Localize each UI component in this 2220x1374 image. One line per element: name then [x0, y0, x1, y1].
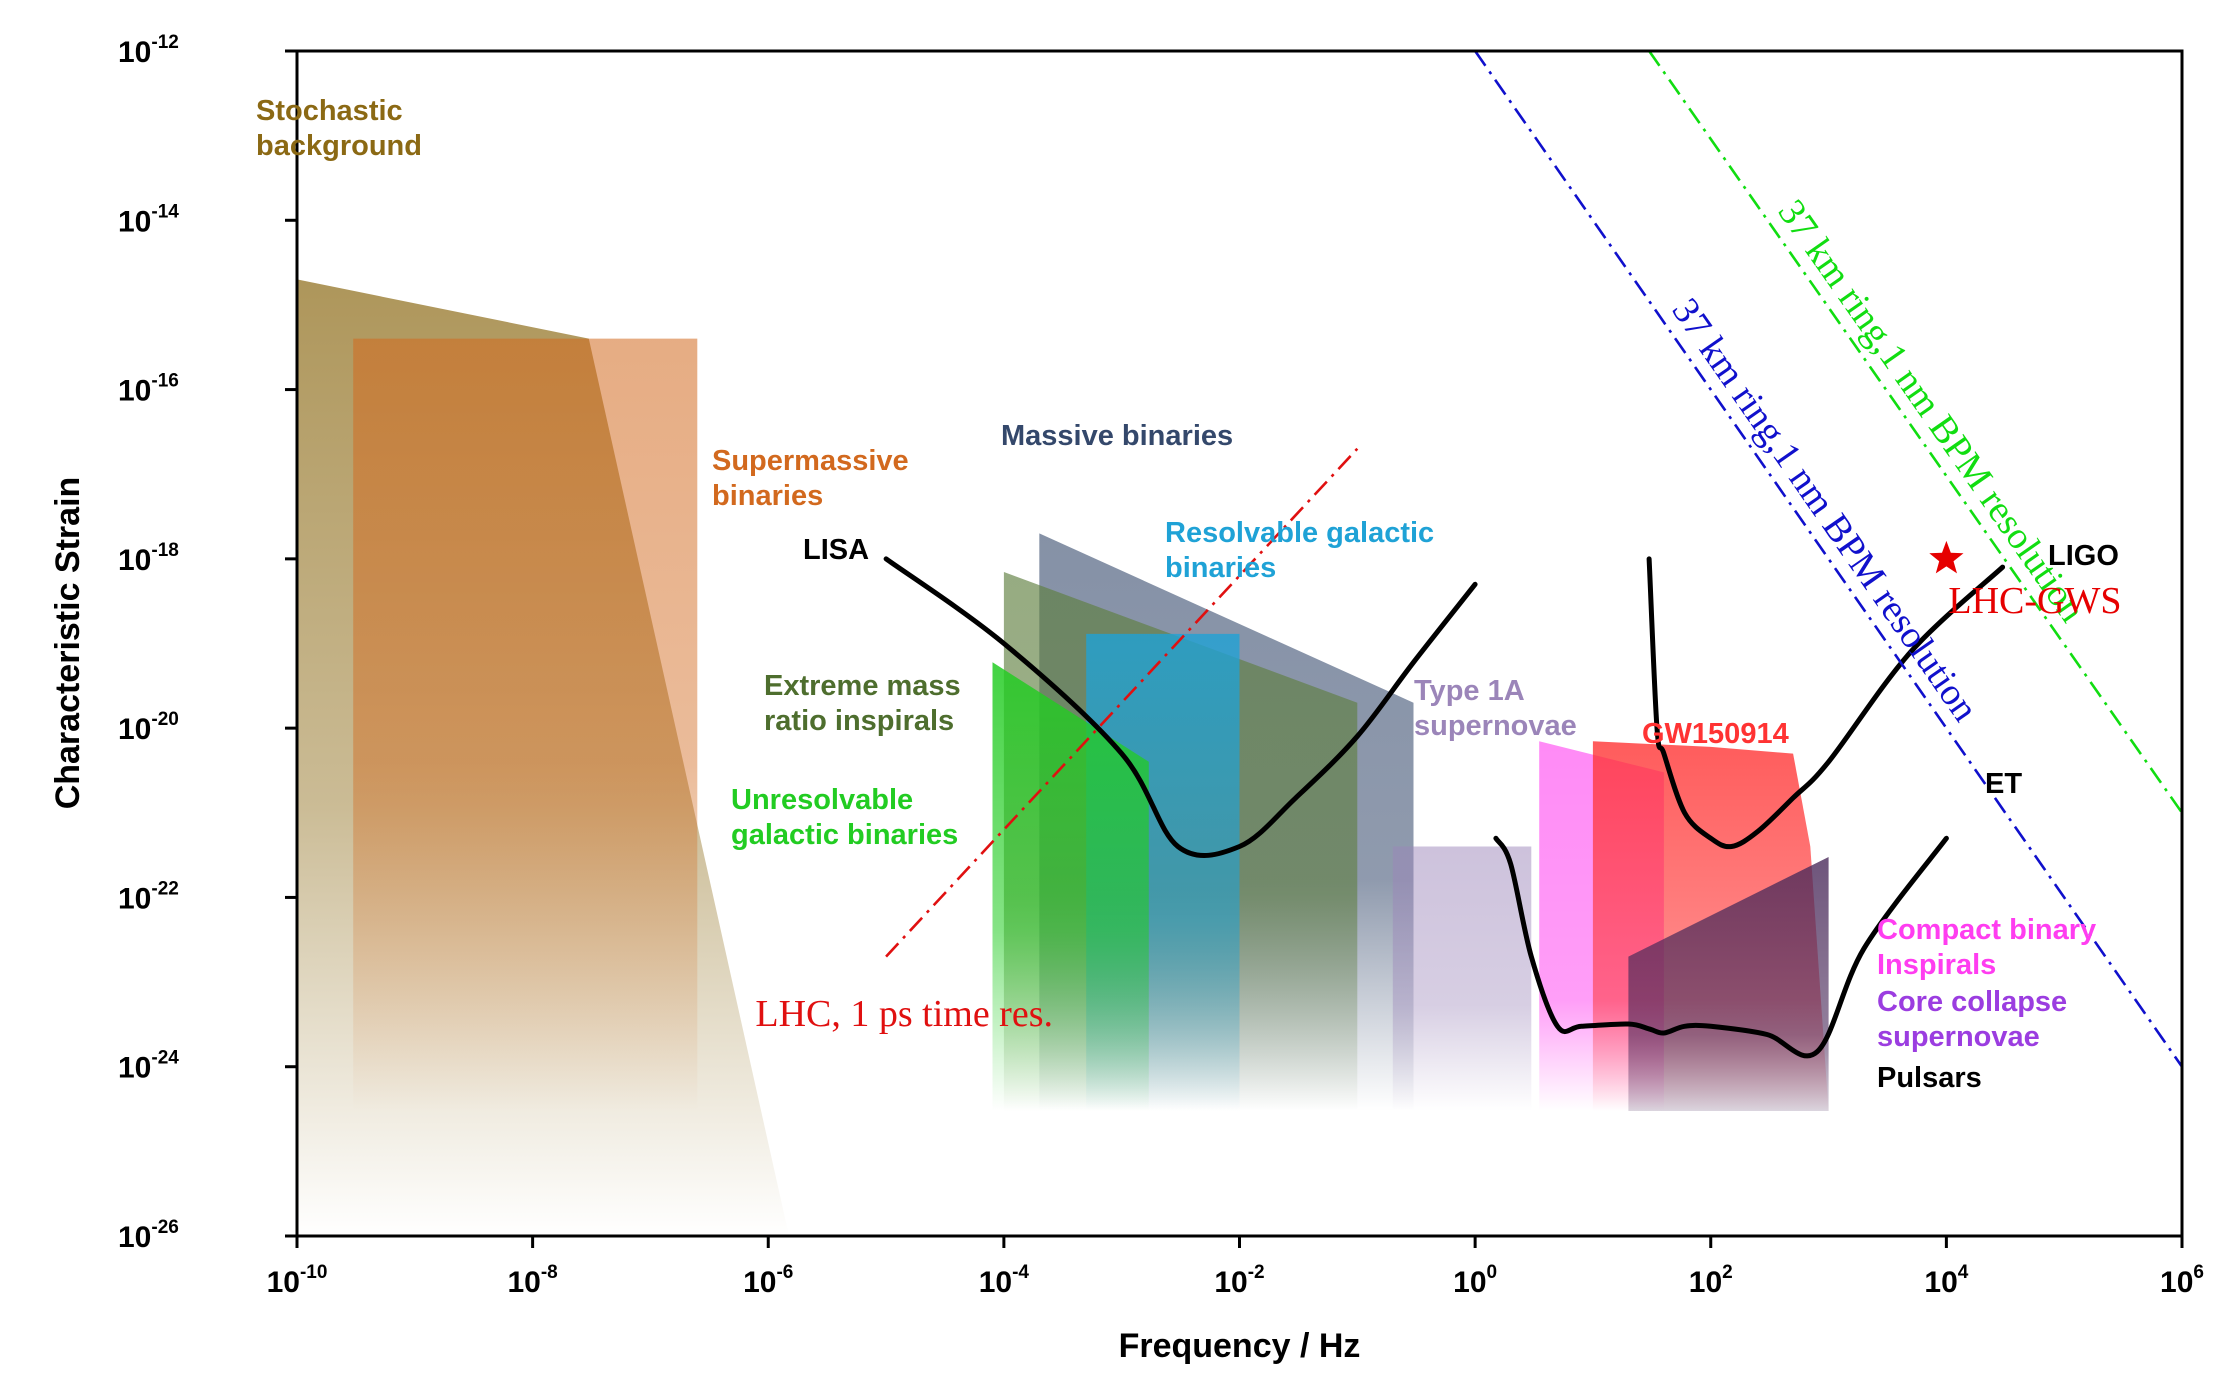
x-tick-label: 104 — [1924, 1262, 1968, 1299]
x-tick-label: 100 — [1453, 1262, 1497, 1299]
region-core — [1628, 857, 1829, 1111]
lhc-gws-star-icon — [1929, 540, 1964, 574]
region-smbh — [353, 338, 698, 1112]
x-tick-label: 10-8 — [507, 1262, 557, 1299]
x-tick-label: 10-10 — [267, 1262, 328, 1299]
x-tick-label: 10-4 — [979, 1262, 1030, 1299]
reference-line-0 — [885, 447, 1359, 958]
reference-line-1 — [1474, 50, 2184, 1068]
y-tick-label: 10-16 — [118, 371, 179, 408]
label-pulsars: Pulsars — [1877, 1062, 1982, 1094]
label-massive: Massive binaries — [1001, 420, 1233, 452]
curve-et — [1493, 835, 1949, 1059]
x-tick-label: 102 — [1689, 1262, 1733, 1299]
label-type1a: Type 1A supernovae — [1414, 675, 1577, 742]
x-axis-title: Frequency / Hz — [1119, 1327, 1361, 1365]
y-tick-label: 10-18 — [118, 540, 179, 577]
curve-lisa — [883, 556, 1478, 859]
label-unresolvable: Unresolvable galactic binaries — [731, 784, 958, 851]
reference-line-2 — [1648, 50, 2184, 814]
label-cbc: Compact binary Inspirals — [1877, 914, 2096, 981]
label-gw150914: GW150914 — [1642, 718, 1789, 750]
curve-ligo — [1646, 556, 2006, 850]
y-tick-label: 10-24 — [118, 1048, 179, 1085]
reference-line-label-2: 37 km ring,1 nm BPM resolution — [1770, 192, 2094, 630]
label-ligo: LIGO — [2048, 540, 2119, 572]
reference-line-label-0: LHC, 1 ps time res. — [755, 993, 1053, 1035]
y-axis-title: Characteristic Strain — [49, 477, 87, 810]
x-tick-label: 10-2 — [1214, 1262, 1264, 1299]
y-tick-label: 10-14 — [118, 201, 179, 238]
x-tick-label: 10-6 — [743, 1262, 793, 1299]
y-tick-label: 10-12 — [118, 32, 179, 69]
label-et: ET — [1985, 768, 2022, 800]
point-marker-label: LHC-GWS — [1948, 580, 2121, 622]
label-lisa: LISA — [803, 534, 869, 566]
label-resolvable: Resolvable galactic binaries — [1165, 517, 1434, 584]
label-stochastic: Stochastic background — [256, 95, 422, 162]
reference-line-label-1: 37 km ring,1 nm BPM resolution — [1664, 291, 1987, 729]
region-type1a — [1392, 846, 1532, 1111]
y-tick-label: 10-26 — [118, 1217, 179, 1254]
x-tick-label: 106 — [2160, 1262, 2204, 1299]
y-tick-label: 10-20 — [118, 709, 179, 746]
region-unresolvable — [992, 662, 1149, 1111]
y-tick-label: 10-22 — [118, 878, 179, 915]
label-smbh: Supermassive binaries — [712, 445, 909, 512]
label-emri: Extreme mass ratio inspirals — [764, 670, 961, 737]
label-core: Core collapse supernovae — [1877, 986, 2067, 1053]
